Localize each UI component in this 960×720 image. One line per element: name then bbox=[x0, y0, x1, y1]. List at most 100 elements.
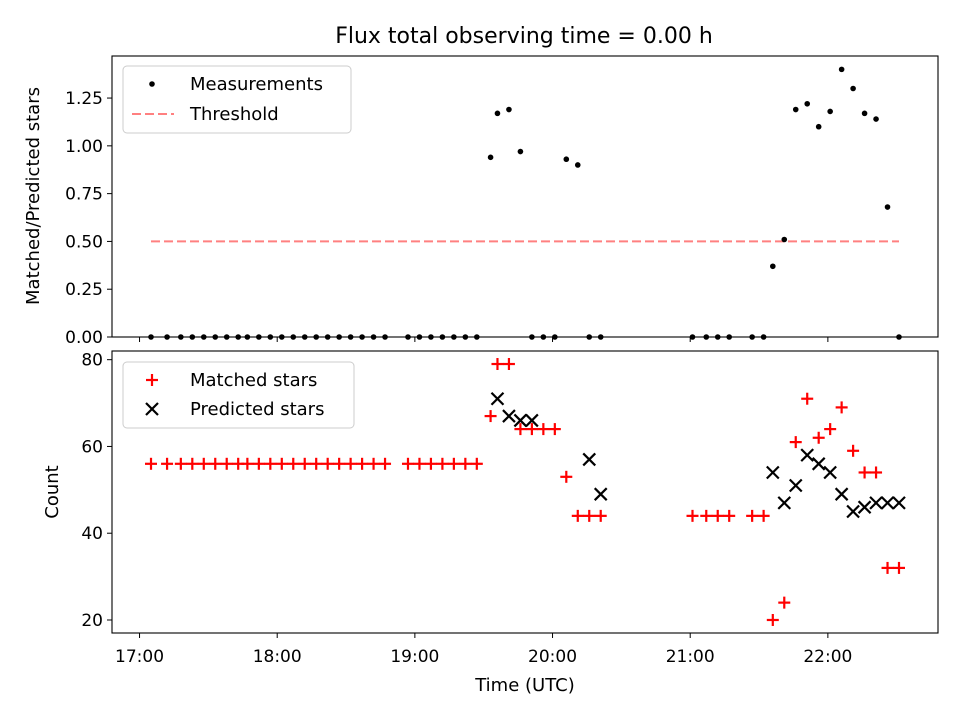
matched-star-point bbox=[241, 457, 254, 470]
measurement-point bbox=[792, 106, 799, 113]
bottom-legend-box bbox=[122, 361, 355, 429]
predicted-star-point bbox=[766, 465, 780, 480]
predicted-star-point bbox=[892, 496, 906, 510]
predicted-star-stroke-b bbox=[788, 478, 803, 493]
bottom-y-tick-label: 20 bbox=[81, 611, 103, 631]
predicted-star-point bbox=[823, 465, 837, 480]
predicted-star-point bbox=[582, 452, 597, 467]
matched-star-point bbox=[321, 457, 334, 470]
matched-star-point bbox=[459, 457, 472, 470]
measurement-point bbox=[563, 156, 570, 163]
predicted-star-point bbox=[811, 457, 826, 471]
measurement-point bbox=[884, 204, 891, 210]
predicted-star-stroke-b bbox=[811, 457, 826, 471]
threshold-legend-label: Threshold bbox=[189, 104, 279, 125]
matched-star-point bbox=[766, 613, 779, 626]
bottom-x-tick-label: 18:00 bbox=[253, 647, 302, 667]
matched-star-point bbox=[711, 509, 724, 522]
predicted-star-stroke-b bbox=[834, 487, 849, 501]
matched-star-point bbox=[847, 444, 860, 457]
matched-star-point bbox=[686, 509, 699, 522]
predicted-legend-label: Predicted stars bbox=[190, 399, 324, 420]
matched-legend-marker bbox=[146, 374, 158, 386]
matched-star-point bbox=[525, 423, 538, 436]
bottom-y-ticks: 20 40 60 80 bbox=[81, 351, 112, 631]
predicted-star-stroke-b bbox=[857, 500, 872, 514]
predicted-star-stroke-b bbox=[823, 465, 837, 480]
bottom-y-axis-label: Count bbox=[42, 465, 63, 518]
matched-star-point bbox=[778, 596, 791, 609]
matched-star-point bbox=[264, 457, 277, 470]
matched-star-point bbox=[502, 358, 515, 371]
matched-star-point bbox=[436, 457, 449, 470]
predicted-star-stroke-b bbox=[777, 496, 792, 510]
matched-star-point bbox=[209, 457, 222, 470]
bottom-y-tick-label: 40 bbox=[81, 524, 103, 544]
predicted-star-stroke-b bbox=[502, 409, 516, 423]
matched-star-point bbox=[367, 457, 380, 470]
top-y-tick-label: 0.00 bbox=[65, 328, 103, 348]
predicted-star-stroke-b bbox=[869, 496, 883, 510]
top-y-tick-label: 0.50 bbox=[65, 232, 103, 252]
matched-star-point bbox=[275, 457, 288, 470]
predicted-star-point bbox=[513, 413, 528, 428]
measurement-point bbox=[487, 154, 494, 161]
matched-star-point bbox=[858, 466, 871, 479]
matched-star-point bbox=[491, 358, 504, 371]
bottom-x-ticks: 17:00 18:00 19:00 20:00 21:00 22:00 bbox=[115, 633, 852, 667]
top-y-ticks: 0.00 0.25 0.50 0.75 1.00 1.25 bbox=[65, 89, 112, 348]
predicted-star-stroke-b bbox=[766, 465, 780, 480]
matched-stars-layer bbox=[145, 358, 905, 626]
matched-star-point bbox=[145, 457, 158, 470]
matched-star-point bbox=[746, 509, 759, 522]
measurement-point bbox=[827, 108, 833, 115]
top-y-tick-label: 0.75 bbox=[65, 185, 103, 205]
matched-star-point bbox=[356, 457, 369, 470]
top-y-axis-label: Matched/Predicted stars bbox=[23, 87, 44, 305]
predicted-star-point bbox=[788, 478, 803, 493]
matched-star-point bbox=[424, 457, 437, 470]
top-legend: Measurements Threshold bbox=[122, 65, 352, 134]
matched-star-point bbox=[583, 509, 596, 522]
predicted-star-point bbox=[880, 496, 895, 510]
matched-star-point bbox=[310, 457, 323, 470]
matched-star-point bbox=[594, 509, 607, 522]
matched-star-point bbox=[835, 401, 848, 414]
matched-star-point bbox=[881, 561, 894, 574]
predicted-star-stroke-b bbox=[880, 496, 895, 510]
measurement-point bbox=[781, 236, 788, 243]
predicted-star-stroke-b bbox=[582, 452, 597, 467]
matched-star-point bbox=[892, 561, 905, 574]
bottom-x-tick-label: 21:00 bbox=[666, 647, 715, 667]
matched-star-point bbox=[548, 423, 561, 436]
predicted-star-point bbox=[869, 496, 883, 510]
bottom-y-tick-label: 80 bbox=[81, 351, 103, 371]
predicted-star-stroke-b bbox=[593, 487, 608, 501]
matched-star-point bbox=[174, 457, 187, 470]
top-y-tick-label: 1.25 bbox=[65, 89, 103, 109]
predicted-star-point bbox=[834, 487, 849, 501]
matched-star-point bbox=[379, 457, 392, 470]
measurement-point bbox=[850, 85, 856, 92]
matched-star-point bbox=[789, 436, 802, 449]
measurement-point bbox=[517, 148, 524, 155]
bottom-x-tick-label: 17:00 bbox=[115, 647, 164, 667]
matched-star-point bbox=[537, 423, 550, 436]
matched-star-point bbox=[161, 457, 174, 470]
measurement-point bbox=[506, 106, 512, 113]
matched-star-point bbox=[333, 457, 346, 470]
matched-legend-label: Matched stars bbox=[190, 370, 317, 391]
matched-star-point bbox=[287, 457, 300, 470]
matched-star-point bbox=[186, 457, 199, 470]
matched-star-point bbox=[801, 392, 814, 405]
predicted-star-stroke-b bbox=[490, 391, 505, 406]
bottom-y-tick-label: 60 bbox=[81, 437, 103, 457]
top-y-tick-label: 1.00 bbox=[65, 137, 103, 157]
matched-star-point bbox=[870, 466, 883, 479]
matched-star-point bbox=[470, 457, 483, 470]
predicted-star-point bbox=[777, 496, 792, 510]
top-legend-box bbox=[122, 65, 352, 134]
matched-star-point bbox=[197, 457, 210, 470]
